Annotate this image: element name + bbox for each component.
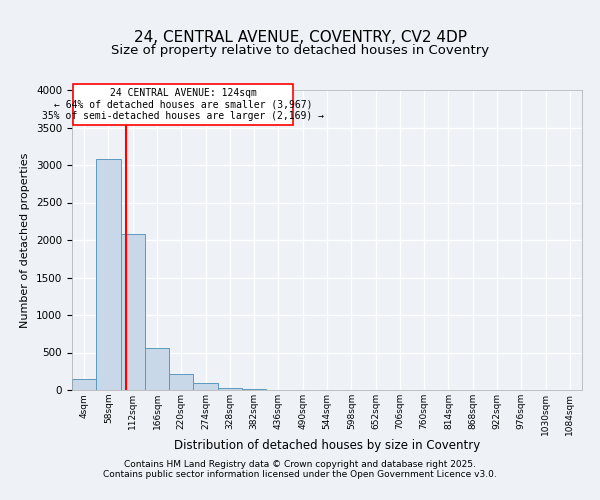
Bar (169, 374, 193, 390)
Bar (242, 389, 266, 390)
Bar (96, 159, 121, 390)
Bar (121, 234, 145, 390)
Bar (145, 348, 169, 390)
Bar (73, 84, 293, 125)
Y-axis label: Number of detached properties: Number of detached properties (20, 152, 31, 328)
Bar (72, 379, 96, 390)
Text: Size of property relative to detached houses in Coventry: Size of property relative to detached ho… (111, 44, 489, 57)
Text: 24, CENTRAL AVENUE, COVENTRY, CV2 4DP: 24, CENTRAL AVENUE, COVENTRY, CV2 4DP (133, 30, 467, 45)
Text: 24 CENTRAL AVENUE: 124sqm
← 64% of detached houses are smaller (3,967)
35% of se: 24 CENTRAL AVENUE: 124sqm ← 64% of detac… (42, 88, 324, 121)
Text: Contains public sector information licensed under the Open Government Licence v3: Contains public sector information licen… (103, 470, 497, 479)
Text: Contains HM Land Registry data © Crown copyright and database right 2025.: Contains HM Land Registry data © Crown c… (124, 460, 476, 469)
X-axis label: Distribution of detached houses by size in Coventry: Distribution of detached houses by size … (174, 439, 480, 452)
Bar (218, 388, 242, 390)
Bar (193, 383, 218, 390)
